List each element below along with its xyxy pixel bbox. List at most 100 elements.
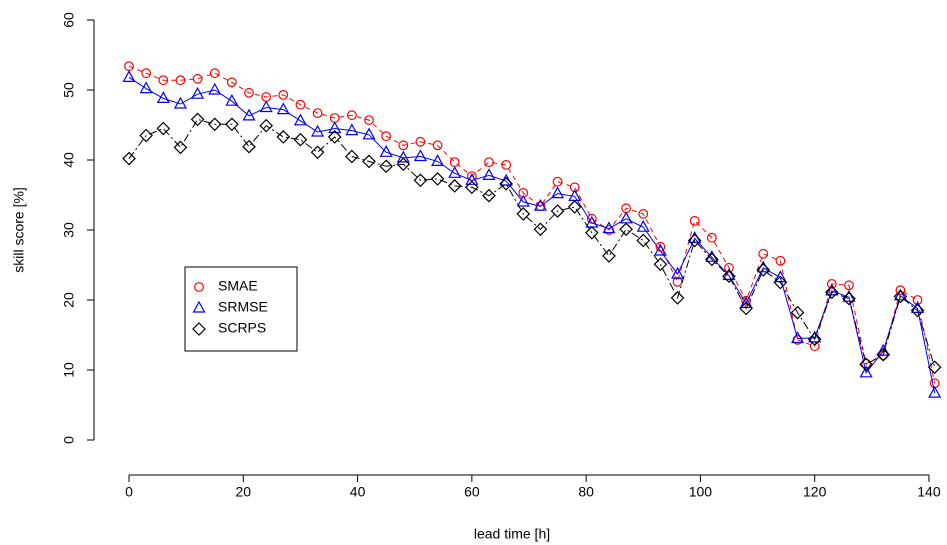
point bbox=[396, 157, 411, 172]
point bbox=[276, 102, 290, 115]
point bbox=[893, 288, 907, 301]
point bbox=[139, 81, 153, 94]
point bbox=[173, 96, 187, 109]
point bbox=[501, 159, 512, 170]
point bbox=[379, 145, 393, 157]
point bbox=[672, 276, 683, 287]
point bbox=[362, 154, 376, 169]
point bbox=[381, 131, 392, 142]
x-tick-label: 100 bbox=[689, 484, 713, 500]
point bbox=[775, 255, 786, 266]
point bbox=[825, 283, 839, 296]
point bbox=[790, 305, 805, 320]
point bbox=[876, 347, 891, 362]
point bbox=[225, 117, 239, 132]
point bbox=[533, 198, 547, 211]
point bbox=[209, 68, 220, 79]
y-axis-label: skill score [%] bbox=[11, 187, 27, 273]
y-tick-label: 60 bbox=[61, 12, 77, 28]
point bbox=[484, 157, 494, 168]
point bbox=[928, 385, 942, 398]
point bbox=[293, 132, 308, 147]
point bbox=[638, 208, 649, 219]
point bbox=[826, 279, 837, 289]
point bbox=[824, 285, 839, 300]
point bbox=[432, 140, 443, 151]
point bbox=[398, 140, 409, 151]
point bbox=[311, 124, 325, 137]
point bbox=[156, 121, 171, 136]
legend-marker bbox=[192, 322, 206, 336]
point bbox=[653, 257, 668, 272]
point bbox=[704, 252, 719, 267]
x-tick-label: 120 bbox=[803, 484, 827, 500]
point bbox=[893, 289, 908, 304]
point bbox=[448, 166, 462, 178]
point bbox=[379, 159, 393, 174]
point bbox=[449, 157, 460, 168]
y-tick-label: 20 bbox=[61, 292, 77, 308]
point bbox=[413, 149, 427, 162]
point bbox=[430, 172, 445, 186]
x-tick-label: 140 bbox=[917, 484, 941, 500]
y-tick-label: 10 bbox=[61, 362, 77, 378]
point bbox=[533, 222, 548, 237]
point bbox=[396, 150, 410, 163]
x-tick-label: 20 bbox=[236, 484, 252, 500]
point bbox=[706, 232, 717, 243]
point bbox=[346, 110, 357, 121]
point bbox=[773, 270, 787, 283]
point bbox=[550, 204, 565, 218]
legend-label: SCRPS bbox=[218, 320, 266, 336]
point bbox=[758, 248, 769, 259]
point bbox=[259, 100, 273, 113]
legend-label: SRMSE bbox=[218, 299, 268, 315]
point bbox=[362, 127, 376, 140]
point bbox=[689, 215, 700, 226]
point bbox=[910, 303, 925, 318]
point bbox=[602, 249, 616, 263]
point bbox=[844, 280, 854, 291]
point bbox=[293, 113, 307, 126]
point bbox=[927, 360, 942, 375]
y-tick-label: 30 bbox=[61, 222, 77, 238]
point bbox=[653, 243, 667, 256]
point bbox=[415, 136, 426, 147]
point bbox=[584, 225, 599, 240]
point bbox=[327, 130, 342, 144]
point bbox=[808, 330, 822, 343]
x-tick-label: 0 bbox=[125, 484, 133, 500]
point bbox=[156, 91, 170, 104]
point bbox=[191, 86, 205, 99]
point bbox=[225, 93, 239, 106]
point bbox=[567, 200, 582, 214]
point bbox=[295, 99, 306, 110]
point bbox=[122, 151, 136, 166]
legend-label: SMAE bbox=[218, 278, 258, 294]
point bbox=[328, 121, 342, 134]
point bbox=[413, 173, 428, 188]
point bbox=[722, 269, 736, 284]
point bbox=[859, 357, 873, 372]
point bbox=[431, 154, 445, 166]
point bbox=[842, 291, 856, 306]
point bbox=[636, 219, 650, 232]
series-line bbox=[128, 118, 936, 368]
point bbox=[465, 180, 479, 195]
point bbox=[859, 365, 873, 378]
point bbox=[312, 108, 323, 118]
legend-marker bbox=[192, 300, 206, 313]
point bbox=[278, 89, 289, 100]
point bbox=[242, 139, 256, 154]
y-tick-label: 40 bbox=[61, 152, 77, 168]
point bbox=[895, 285, 906, 296]
point bbox=[636, 233, 651, 248]
point bbox=[482, 168, 496, 180]
x-tick-label: 80 bbox=[578, 484, 594, 500]
point bbox=[345, 149, 359, 164]
x-tick-label: 60 bbox=[464, 484, 480, 500]
point bbox=[276, 130, 291, 144]
point bbox=[671, 266, 685, 279]
legend-marker bbox=[194, 282, 204, 292]
